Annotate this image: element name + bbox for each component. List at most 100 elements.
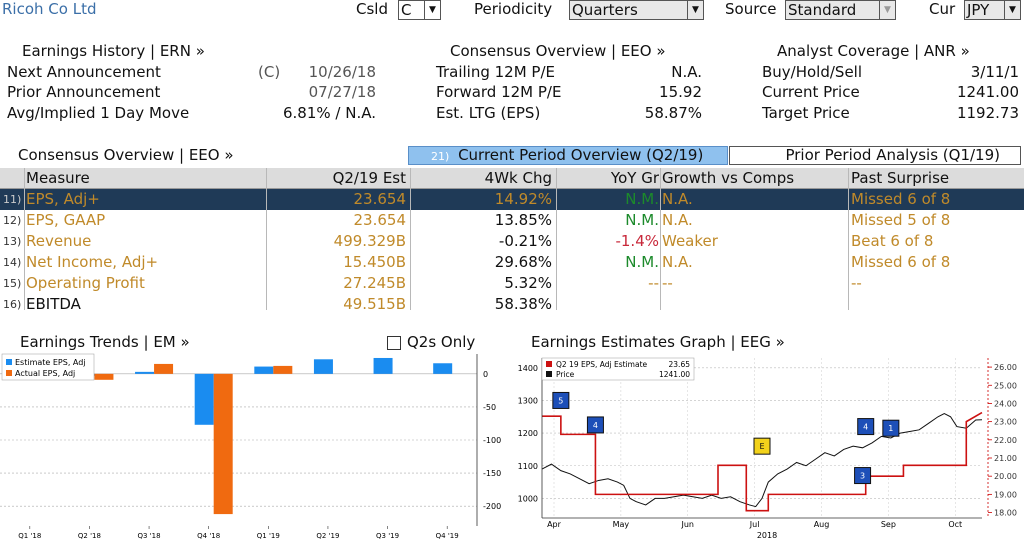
tab-prior-period[interactable]: Prior Period Analysis (Q1/19) xyxy=(729,146,1021,165)
table-row[interactable]: 12) EPS, GAAP 23.654 13.85% N.M. N.A. Mi… xyxy=(0,210,1024,231)
table-row[interactable]: 13) Revenue 499.329B -0.21% -1.4% Weaker… xyxy=(0,231,1024,252)
event-marker-label: 4 xyxy=(863,423,868,432)
col-yoy-header[interactable]: YoY Gr xyxy=(610,169,659,187)
chevron-down-icon[interactable]: ▼ xyxy=(424,1,440,19)
row-measure[interactable]: Net Income, Adj+ xyxy=(26,253,159,271)
legend-swatch-price xyxy=(546,371,552,377)
q2s-only-label[interactable]: Q2s Only xyxy=(407,333,476,351)
row-chg: 29.68% xyxy=(494,253,552,271)
periodicity-dropdown[interactable]: Quarters ▼ xyxy=(569,0,704,20)
x-axis-year-label: 2018 xyxy=(757,531,777,540)
col-est-header[interactable]: Q2/19 Est xyxy=(332,169,406,187)
right-y-tick-label: 22.00 xyxy=(994,436,1017,445)
chevron-down-icon[interactable]: ▼ xyxy=(1004,1,1020,19)
row-growth: N.A. xyxy=(662,253,693,271)
csld-dropdown[interactable]: C ▼ xyxy=(398,0,441,20)
event-marker-label: 1 xyxy=(888,424,893,433)
table-row[interactable]: 16) EBITDA 49.515B 58.38% xyxy=(0,294,1024,315)
column-divider xyxy=(24,168,25,310)
legend-box xyxy=(541,357,695,381)
q2s-only-checkbox[interactable] xyxy=(387,336,401,350)
row-est: 499.329B xyxy=(333,232,406,250)
table-header: Measure Q2/19 Est 4Wk Chg YoY Gr Growth … xyxy=(0,168,1024,189)
right-y-tick-label: 26.00 xyxy=(994,363,1017,372)
y-tick-label: -50 xyxy=(483,403,496,412)
y-tick-label: -200 xyxy=(483,502,501,511)
legend-label-price: Price xyxy=(556,370,575,379)
consensus-table-title[interactable]: Consensus Overview | EEO » xyxy=(18,146,234,164)
legend-label-estimate: Q2 19 EPS, Adj Estimate xyxy=(556,360,648,369)
left-y-tick-label: 1200 xyxy=(518,429,538,438)
chevron-down-icon[interactable]: ▼ xyxy=(687,1,703,19)
row-est: 23.654 xyxy=(353,211,407,229)
col-measure-header[interactable]: Measure xyxy=(26,169,90,187)
series-line-estimate xyxy=(542,411,983,512)
earnings-history-title[interactable]: Earnings History | ERN » xyxy=(22,42,205,60)
row-measure[interactable]: EPS, GAAP xyxy=(26,211,106,229)
left-y-tick-label: 1400 xyxy=(518,364,538,373)
table-row[interactable]: 15) Operating Profit 27.245B 5.32% -- --… xyxy=(0,273,1024,294)
tab-prior-label: Prior Period Analysis (Q1/19) xyxy=(785,146,1000,164)
table-row[interactable]: 11) EPS, Adj+ 23.654 14.92% N.M. N.A. Mi… xyxy=(0,189,1024,210)
earnings-estimates-chart: 5 4 E 4 1 3 1000 1100 1200 1300 1400 18.00 19.00 20.… xyxy=(518,357,1017,540)
tab-current-period[interactable]: 21) Current Period Overview (Q2/19) xyxy=(408,146,728,165)
chevron-down-icon[interactable]: ▼ xyxy=(879,1,895,19)
row-surprise: -- xyxy=(851,274,862,292)
x-tick-label: Sep xyxy=(881,520,896,529)
x-tick-label: Q1 '19 xyxy=(257,532,280,540)
currency-dropdown[interactable]: JPY ▼ xyxy=(964,0,1021,20)
event-marker[interactable] xyxy=(753,437,771,455)
earnings-graph-title[interactable]: Earnings Estimates Graph | EEG » xyxy=(531,333,785,351)
row-yoy: -- xyxy=(648,274,659,292)
row-measure[interactable]: Operating Profit xyxy=(26,274,145,292)
col-growth-header[interactable]: Growth vs Comps xyxy=(662,169,795,187)
forward-pe-label: Forward 12M P/E xyxy=(436,83,562,101)
ltg-label: Est. LTG (EPS) xyxy=(436,104,541,122)
row-growth: Weaker xyxy=(662,232,718,250)
x-tick-label: Q2 '19 xyxy=(316,532,339,540)
right-y-tick-label: 25.00 xyxy=(994,381,1017,390)
row-growth: N.A. xyxy=(662,211,693,229)
earnings-trends-title[interactable]: Earnings Trends | EM » xyxy=(20,333,190,351)
source-dropdown[interactable]: Standard ▼ xyxy=(785,0,896,20)
y-tick-label: 0 xyxy=(483,370,488,379)
eh-prior-value: 07/27/18 xyxy=(308,83,376,101)
current-price-label: Current Price xyxy=(762,83,860,101)
right-y-tick-label: 21.00 xyxy=(994,454,1017,463)
company-name: Ricoh Co Ltd xyxy=(2,0,97,18)
col-surprise-header[interactable]: Past Surprise xyxy=(851,169,950,187)
x-tick-label: Q2 '18 xyxy=(78,532,101,540)
x-tick-label: Q4 '19 xyxy=(436,532,459,540)
bar-actual xyxy=(154,363,174,374)
event-marker[interactable] xyxy=(854,467,872,485)
row-surprise: Beat 6 of 8 xyxy=(851,232,934,250)
legend-box xyxy=(1,353,95,381)
x-tick-label: Jul xyxy=(749,520,760,529)
legend-label-actual: Actual EPS, Adj xyxy=(15,369,75,378)
event-marker[interactable] xyxy=(857,418,875,436)
row-yoy: N.M. xyxy=(625,211,659,229)
earnings-trends-chart: 0 -50 -100 -150 -200 Q1 '18 Q2 '18 Q3 '18 Q4 '18… xyxy=(0,353,501,540)
x-tick-label: Q3 '18 xyxy=(138,532,161,540)
col-chg-header[interactable]: 4Wk Chg xyxy=(484,169,552,187)
legend-value-estimate: 23.65 xyxy=(669,360,691,369)
row-measure[interactable]: EPS, Adj+ xyxy=(26,190,100,208)
row-measure[interactable]: Revenue xyxy=(26,232,92,250)
table-row[interactable]: 14) Net Income, Adj+ 15.450B 29.68% N.M.… xyxy=(0,252,1024,273)
row-number: 14) xyxy=(3,256,22,269)
right-y-tick-label: 24.00 xyxy=(994,399,1017,408)
bar-actual xyxy=(213,373,233,515)
bar-estimate xyxy=(135,371,155,374)
consensus-overview-title[interactable]: Consensus Overview | EEO » xyxy=(450,42,666,60)
currency-value: JPY xyxy=(967,1,990,19)
periodicity-label: Periodicity xyxy=(474,0,553,18)
event-marker-label: E xyxy=(759,442,764,451)
analyst-coverage-title[interactable]: Analyst Coverage | ANR » xyxy=(777,42,970,60)
row-surprise: Missed 6 of 8 xyxy=(851,253,951,271)
event-marker[interactable] xyxy=(882,419,900,437)
cur-label: Cur xyxy=(929,0,956,18)
row-surprise: Missed 5 of 8 xyxy=(851,211,951,229)
row-measure[interactable]: EBITDA xyxy=(26,295,81,313)
event-marker[interactable] xyxy=(552,391,570,409)
event-marker[interactable] xyxy=(586,416,604,434)
